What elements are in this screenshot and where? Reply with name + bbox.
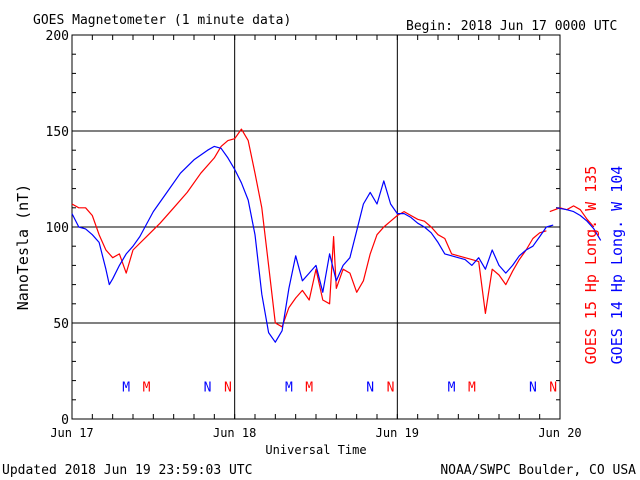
y-tick-label: 200	[46, 29, 69, 44]
goes14-line	[71, 145, 554, 343]
noon-marker: N	[529, 380, 537, 395]
goes15-line	[71, 128, 547, 328]
x-tick-label: Jun 18	[213, 426, 256, 440]
y-tick-label: 50	[53, 317, 69, 332]
midnight-marker: M	[122, 380, 130, 395]
begin-time: Begin: 2018 Jun 17 0000 UTC	[406, 19, 617, 34]
x-tick-label: Jun 17	[50, 426, 93, 440]
midnight-marker: M	[143, 380, 151, 395]
goes14-line	[556, 207, 602, 241]
legend-goes14: GOES 14 Hp Long. W 104	[608, 166, 626, 365]
y-tick-label: 100	[46, 221, 69, 236]
credit-text: NOAA/SWPC Boulder, CO USA	[440, 463, 636, 478]
midnight-marker: M	[285, 380, 293, 395]
noon-marker: N	[387, 380, 395, 395]
noon-marker: N	[549, 380, 557, 395]
y-axis-label: NanoTesla (nT)	[14, 184, 32, 310]
midnight-marker: M	[448, 380, 456, 395]
y-tick-label: 150	[46, 125, 69, 140]
noon-marker: N	[204, 380, 212, 395]
chart-title: GOES Magnetometer (1 minute data)	[33, 13, 291, 28]
updated-timestamp: Updated 2018 Jun 19 23:59:03 UTC	[2, 463, 252, 478]
y-tick-label: 0	[61, 413, 69, 428]
legend-goes15: GOES 15 Hp Long. W 135	[582, 166, 600, 365]
noon-marker: N	[224, 380, 232, 395]
x-tick-label: Jun 20	[538, 426, 581, 440]
midnight-marker: M	[305, 380, 313, 395]
noon-marker: N	[366, 380, 374, 395]
goes15-line	[549, 205, 595, 228]
x-axis-label: Universal Time	[265, 443, 366, 457]
midnight-marker: M	[468, 380, 476, 395]
x-tick-label: Jun 19	[376, 426, 419, 440]
